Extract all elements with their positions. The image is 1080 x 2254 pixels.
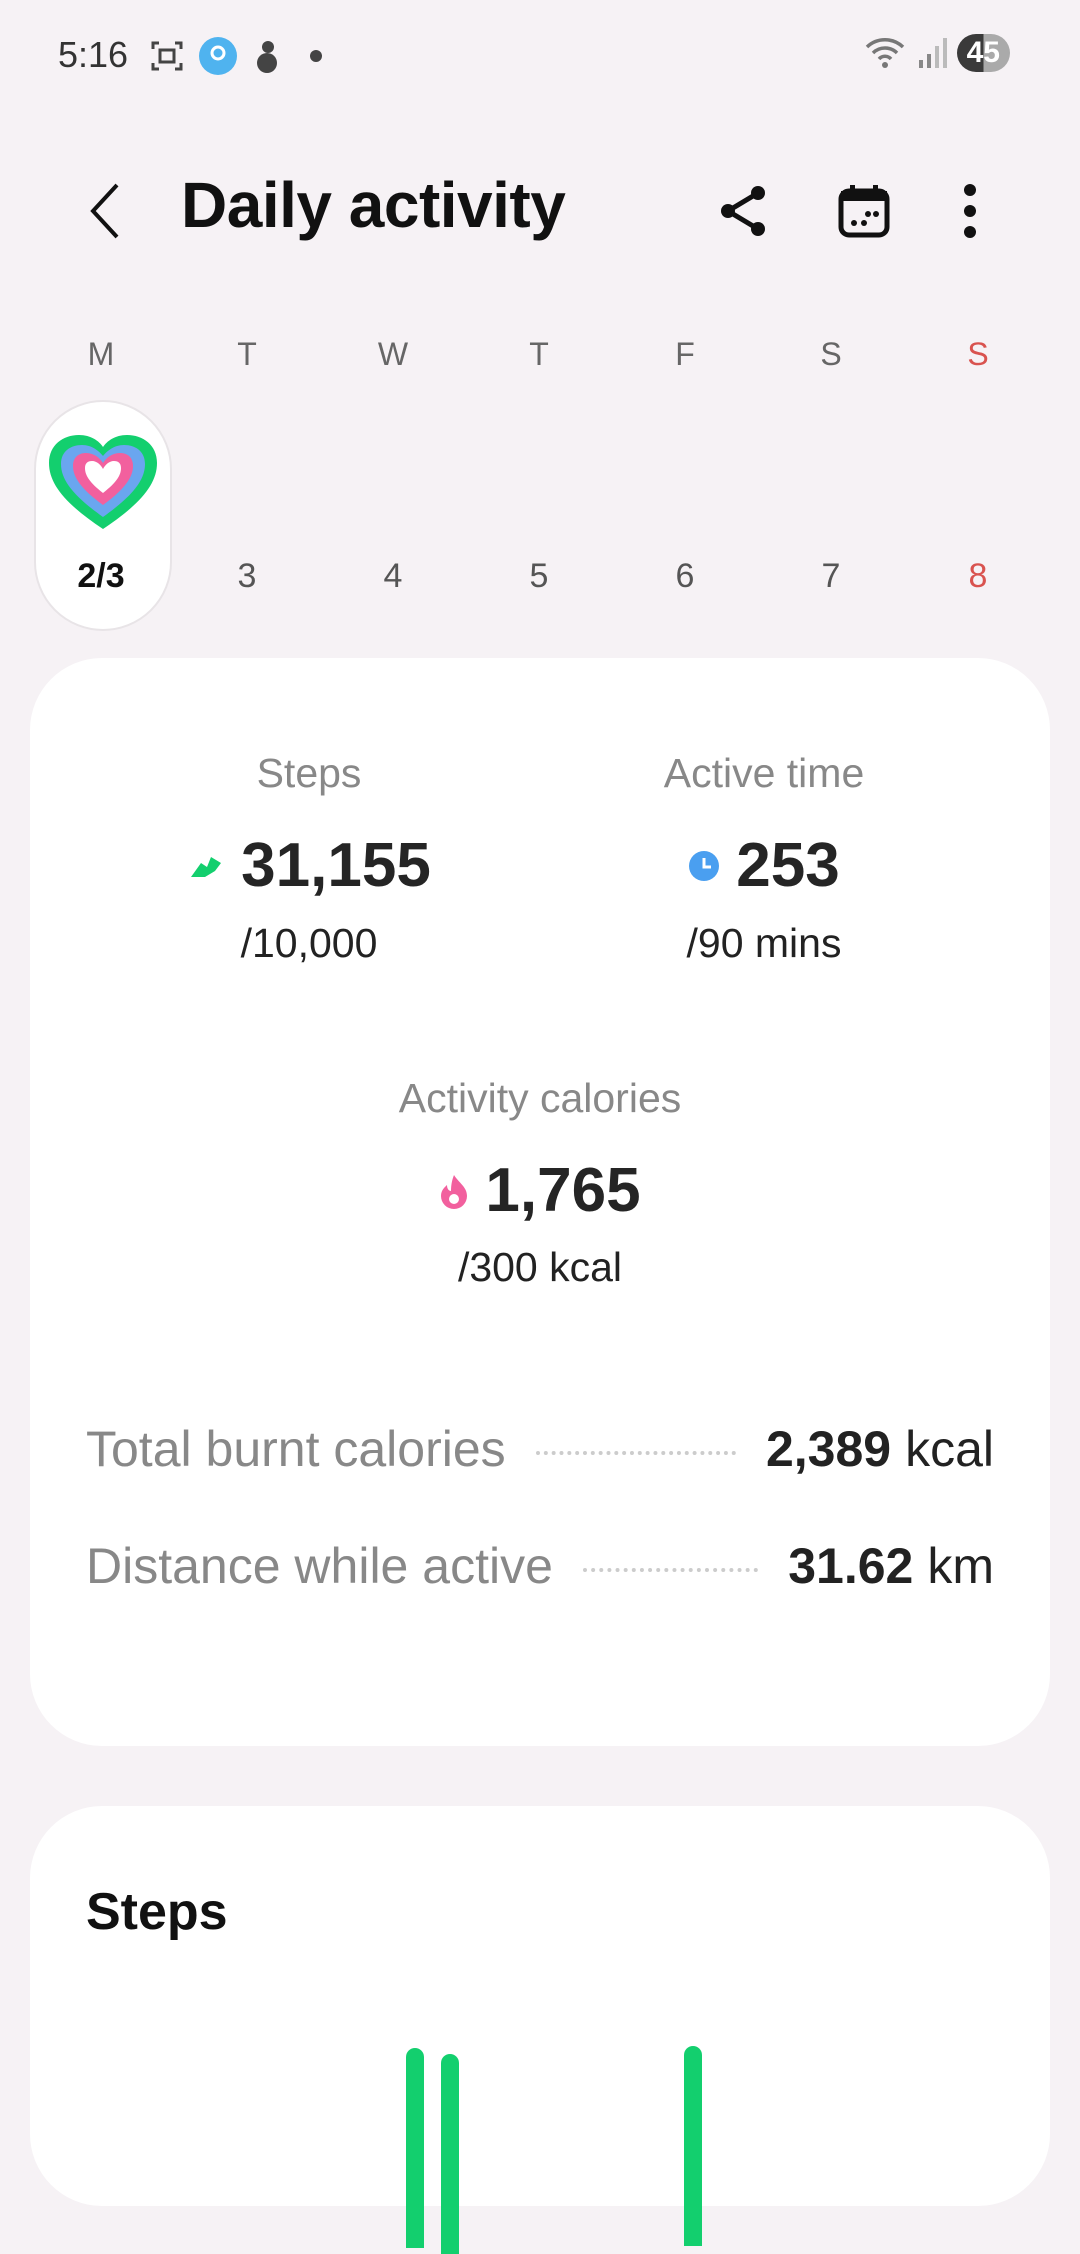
steps-label: Steps — [256, 750, 362, 796]
back-icon — [90, 183, 119, 239]
distance-value: 31.62 — [788, 1538, 914, 1594]
back-button[interactable] — [70, 176, 140, 246]
dotted-leader — [582, 1568, 759, 1572]
step-bar — [684, 2046, 702, 2246]
active-time-goal: /90 mins — [686, 920, 842, 966]
date-6[interactable]: 8 — [968, 557, 988, 595]
steps-chart-card[interactable]: Steps — [30, 1806, 1050, 2254]
more-options-button[interactable] — [935, 176, 1005, 246]
calendar-icon — [838, 185, 890, 238]
signal-icon — [918, 38, 947, 68]
wifi-icon — [865, 38, 904, 68]
total-burnt-row: Total burnt calories 2,389 kcal — [86, 1420, 994, 1478]
weekday-label: S — [967, 336, 989, 372]
steps-count: 31,155 — [241, 831, 431, 900]
share-button[interactable] — [708, 176, 778, 246]
calories-count: 1,765 — [485, 1156, 641, 1225]
screenshot-icon — [151, 41, 183, 71]
battery-indicator: 45 — [956, 34, 1010, 72]
date-0[interactable]: 2/3 — [77, 557, 125, 595]
total-burnt-label: Total burnt calories — [86, 1421, 506, 1477]
date-2[interactable]: 4 — [383, 557, 403, 595]
step-bar — [441, 2054, 459, 2254]
date-3[interactable]: 5 — [529, 557, 549, 595]
active-time-value[interactable]: 253 — [544, 830, 984, 901]
steps-goal: /10,000 — [240, 920, 378, 966]
more-icon — [964, 184, 976, 238]
date-1[interactable]: 3 — [237, 557, 257, 595]
status-right: 45 — [863, 34, 1010, 72]
weekday-label: T — [529, 336, 549, 372]
total-burnt-value: 2,389 — [765, 1421, 892, 1477]
weekday-label: S — [820, 336, 842, 372]
active-time-count: 253 — [736, 831, 840, 900]
calories-value[interactable]: 1,765 — [320, 1155, 760, 1226]
page-title: Daily activity — [181, 169, 566, 241]
summary-card — [30, 658, 1050, 1746]
step-bar — [406, 2048, 424, 2248]
flame-icon — [441, 1174, 468, 1209]
weekday-label: F — [675, 336, 695, 372]
status-time: 5:16 — [58, 34, 129, 75]
active-time-label: Active time — [663, 750, 865, 796]
steps-card-title: Steps — [86, 1883, 228, 1941]
total-burnt-unit: kcal — [905, 1421, 994, 1477]
date-5[interactable]: 7 — [821, 557, 841, 595]
app-notification-icon — [257, 41, 277, 73]
weekday-label: M — [87, 336, 115, 372]
status-icons — [150, 36, 322, 76]
shoe-icon — [191, 856, 222, 877]
activity-rings-heart-icon — [49, 435, 157, 529]
location-app-icon — [199, 37, 237, 75]
distance-label: Distance while active — [86, 1538, 553, 1594]
calories-label: Activity calories — [398, 1075, 682, 1121]
dotted-leader — [535, 1451, 736, 1455]
notification-dot-icon — [310, 50, 322, 62]
share-icon — [721, 186, 765, 236]
date-4[interactable]: 6 — [675, 557, 695, 595]
distance-unit: km — [927, 1538, 994, 1594]
calendar-button[interactable] — [829, 176, 899, 246]
calories-goal: /300 kcal — [457, 1244, 623, 1290]
weekday-label: W — [377, 336, 409, 372]
steps-value[interactable]: 31,155 — [89, 830, 529, 901]
distance-row: Distance while active 31.62 km — [86, 1537, 994, 1595]
weekday-label: T — [237, 336, 257, 372]
clock-icon — [689, 850, 720, 881]
